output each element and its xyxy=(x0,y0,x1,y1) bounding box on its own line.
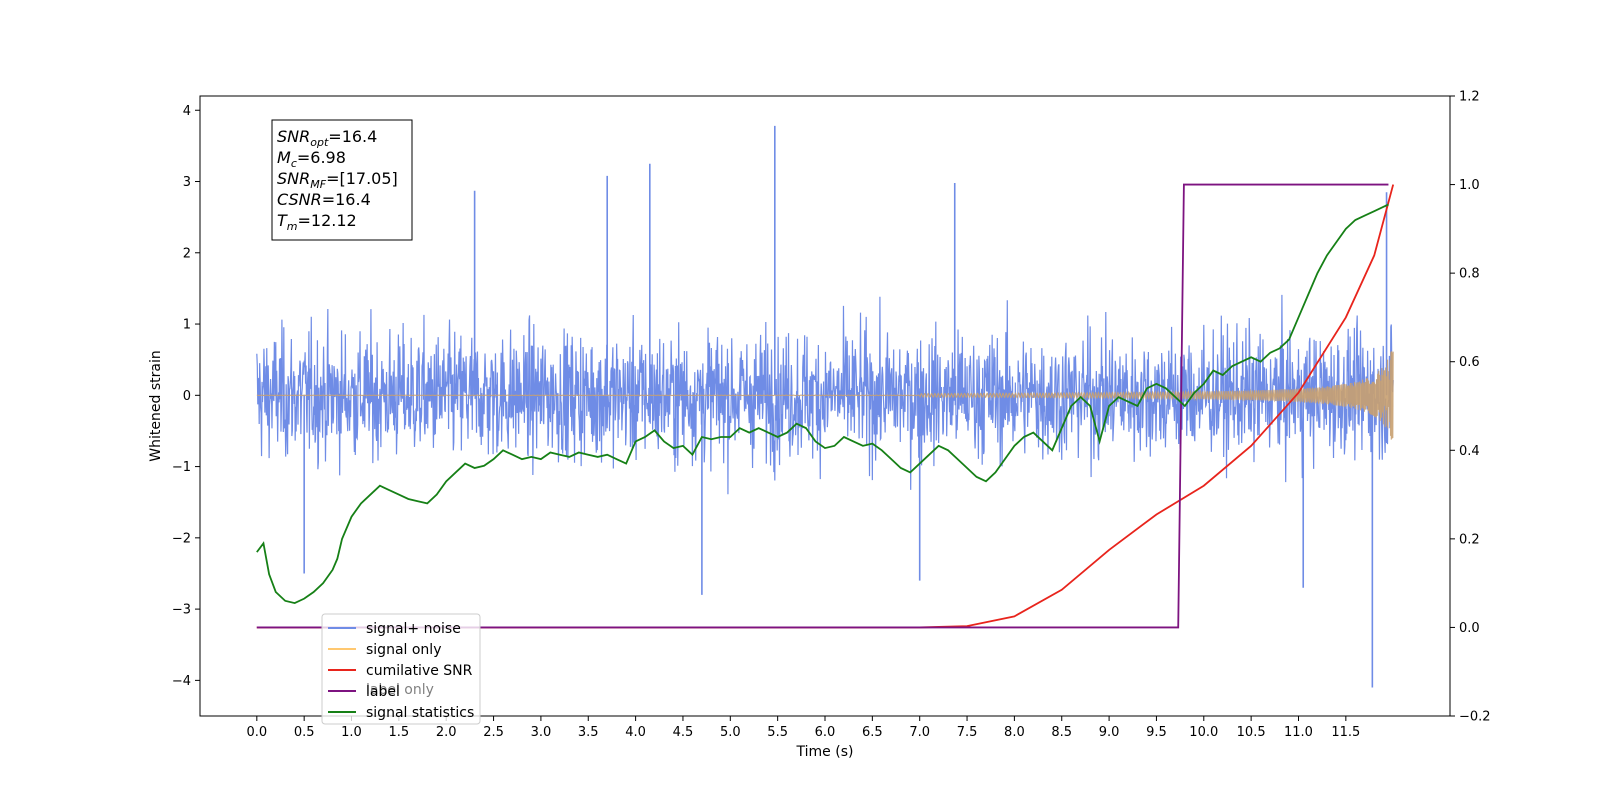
legend-label: signal+ noise xyxy=(366,621,461,637)
series-signal-statistics xyxy=(256,203,1389,605)
annotation-line: Mc=6.98 xyxy=(277,148,346,170)
x-tick-label: 9.0 xyxy=(1099,725,1120,740)
annotation-frame xyxy=(271,119,413,241)
x-tick-label: 2.0 xyxy=(436,725,457,740)
x-tick-label: 5.0 xyxy=(720,725,741,740)
y-axis-right: −0.2 0.0 0.2 0.4 0.6 0.8 1.0 1.2 xyxy=(1450,90,1491,725)
series-cumilative-snr xyxy=(256,184,1395,629)
series-label xyxy=(256,183,1389,629)
x-tick-label: 4.5 xyxy=(673,725,694,740)
y-right-tick-label: 0.2 xyxy=(1459,532,1480,547)
x-tick-label: 4.0 xyxy=(625,725,646,740)
y-right-tick-label: −0.2 xyxy=(1459,710,1491,725)
x-tick-label: 7.0 xyxy=(909,725,930,740)
annotation-line: SNRopt=16.4 xyxy=(277,127,377,149)
y-right-tick-label: 0.8 xyxy=(1459,267,1480,282)
legend-hidden-label: label only xyxy=(366,682,434,698)
x-axis: 0.0 0.5 1.0 1.5 2.0 2.5 3.0 3.5 4.0 4.5 5.0 5.5 6.0 6… xyxy=(246,716,1360,740)
annotation-line: Tm=12.12 xyxy=(277,211,357,233)
x-tick-label: 10.0 xyxy=(1189,725,1218,740)
plot-area xyxy=(256,125,1395,688)
x-tick-label: 10.5 xyxy=(1237,725,1266,740)
x-tick-label: 8.0 xyxy=(1004,725,1025,740)
legend-label: cumilative SNR xyxy=(366,663,473,679)
x-tick-label: 3.5 xyxy=(578,725,599,740)
series-signal-plus-noise xyxy=(256,294,1394,495)
x-axis-label: Time (s) xyxy=(796,744,854,760)
y-left-tick-label: 1 xyxy=(183,318,191,333)
y-right-tick-label: 0.4 xyxy=(1459,444,1480,459)
x-tick-label: 3.0 xyxy=(531,725,552,740)
x-tick-label: 7.5 xyxy=(957,725,978,740)
annotation-line: SNRMF=[17.05] xyxy=(277,169,398,191)
y-left-tick-label: 0 xyxy=(183,389,191,404)
y-left-tick-label: −2 xyxy=(172,531,191,546)
x-tick-label: 0.5 xyxy=(294,725,315,740)
x-tick-label: 6.5 xyxy=(862,725,883,740)
y-axis-label: Whitened strain xyxy=(148,350,164,461)
legend-label: label xyxy=(366,684,400,700)
legend-label: signal only xyxy=(366,642,441,658)
y-right-tick-label: 0.0 xyxy=(1459,621,1480,636)
legend-frame xyxy=(321,613,481,725)
x-tick-label: 11.5 xyxy=(1331,725,1360,740)
legend-label: signal statistics xyxy=(366,705,474,721)
x-tick-label: 2.5 xyxy=(483,725,504,740)
series-signal-only xyxy=(256,351,1394,440)
y-axis-left: −4 −3 −2 −1 0 1 2 3 4 xyxy=(172,104,200,689)
x-tick-label: 5.5 xyxy=(767,725,788,740)
x-tick-label: 1.0 xyxy=(341,725,362,740)
y-right-tick-label: 1.0 xyxy=(1459,178,1480,193)
x-tick-label: 11.0 xyxy=(1284,725,1313,740)
y-left-tick-label: 2 xyxy=(183,246,191,261)
x-tick-label: 8.5 xyxy=(1051,725,1072,740)
y-left-tick-label: −1 xyxy=(172,460,191,475)
snr-annotation-box: SNRopt=16.4Mc=6.98SNRMF=[17.05]CSNR=16.4… xyxy=(271,119,413,241)
x-tick-label: 9.5 xyxy=(1146,725,1167,740)
annotation-line: CSNR=16.4 xyxy=(277,190,371,209)
y-left-tick-label: 3 xyxy=(183,175,191,190)
y-left-tick-label: 4 xyxy=(183,104,191,119)
x-tick-label: 0.0 xyxy=(246,725,267,740)
y-right-tick-label: 1.2 xyxy=(1459,90,1480,105)
y-right-tick-label: 0.6 xyxy=(1459,355,1480,370)
legend: label only signal+ noise signal only cumil… xyxy=(321,613,481,725)
x-tick-label: 1.5 xyxy=(389,725,410,740)
y-left-tick-label: −3 xyxy=(172,603,191,618)
x-tick-label: 6.0 xyxy=(815,725,836,740)
y-left-tick-label: −4 xyxy=(172,674,191,689)
